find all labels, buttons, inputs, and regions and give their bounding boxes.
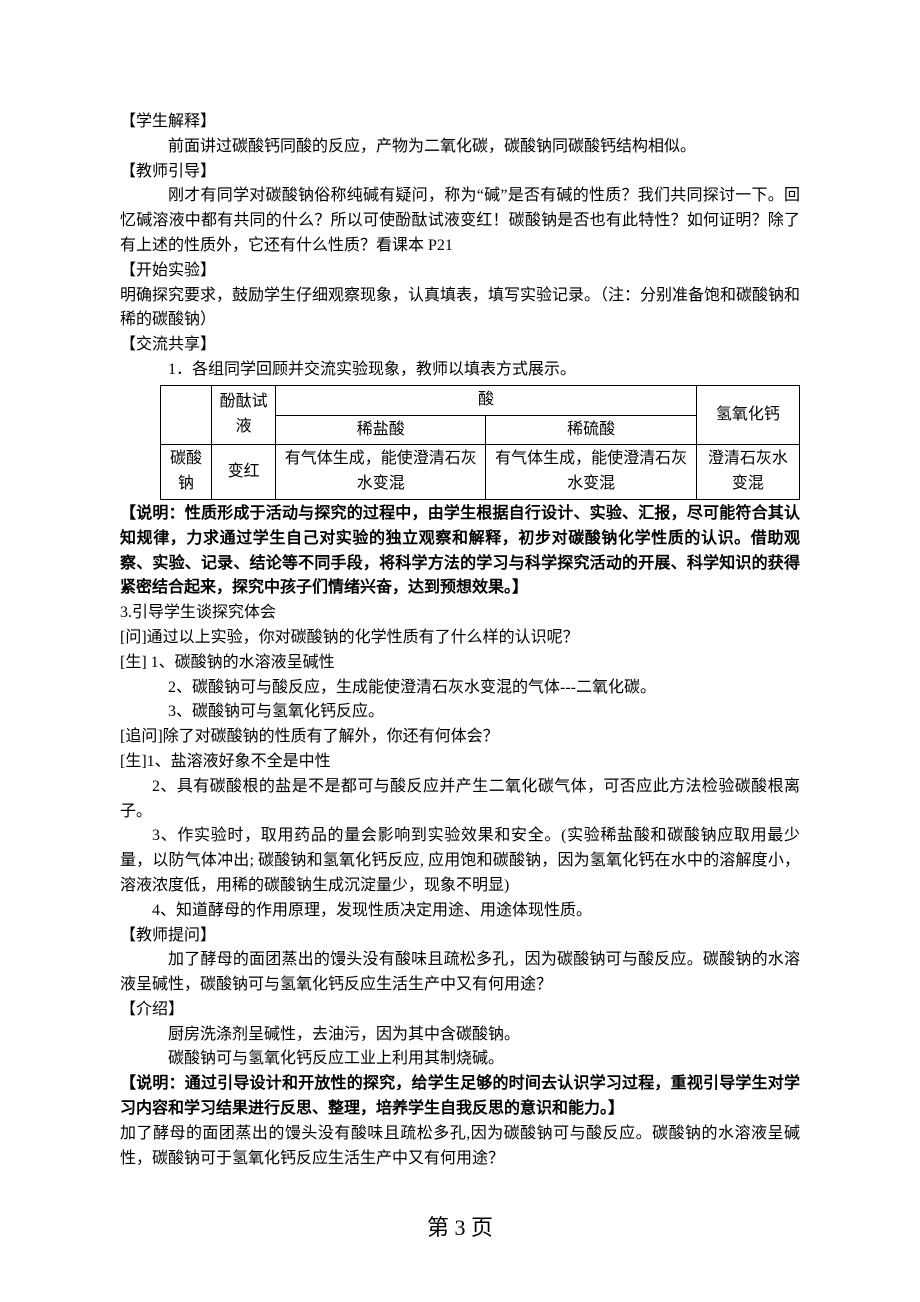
table-row: 酚酞试液 酸 氢氧化钙 bbox=[161, 385, 800, 415]
page-footer: 第 3 页 bbox=[120, 1211, 800, 1245]
question-1: [问]通过以上实验，你对碳酸钠的化学性质有了什么样的认识呢？ bbox=[120, 626, 800, 651]
intro-1: 厨房洗涤剂呈碱性，去油污，因为其中含碳酸钠。 bbox=[120, 1023, 800, 1048]
teacher-question-body: 加了酵母的面团蒸出的馒头没有酸味且疏松多孔，因为碳酸钠可与酸反应。碳酸钠的水溶液… bbox=[120, 948, 800, 998]
table-cell-blank bbox=[161, 385, 212, 445]
answer-2-4: 4、知道酵母的作用原理，发现性质决定用途、用途体现性质。 bbox=[120, 899, 800, 924]
table-cell-phenol: 变红 bbox=[212, 445, 276, 500]
teacher-guide-body: 刚才有同学对碳酸钠俗称纯碱有疑问，称为“碱”是否有碱的性质？我们共同探讨一下。回… bbox=[120, 184, 800, 258]
teacher-question-label: 【教师提问】 bbox=[120, 924, 800, 949]
intro-label: 【介绍】 bbox=[120, 998, 800, 1023]
note-2: 【说明：通过引导设计和开放性的探究，给学生足够的时间去认识学习过程，重视引导学生… bbox=[120, 1072, 800, 1122]
table-row-label: 碳酸钠 bbox=[161, 445, 212, 500]
table-header-acid: 酸 bbox=[276, 385, 697, 415]
answer-1-1: [生] 1、碳酸钠的水溶液呈碱性 bbox=[120, 651, 800, 676]
table-header-hcl: 稀盐酸 bbox=[276, 415, 486, 445]
table-cell-caoh: 澄清石灰水变混 bbox=[696, 445, 799, 500]
answer-2-2: 2、具有碳酸根的盐是不是都可与酸反应并产生二氧化碳气体，可否应此方法检验碳酸根离… bbox=[120, 775, 800, 825]
answer-1-2: 2、碳酸钠可与酸反应，生成能使澄清石灰水变混的气体---二氧化碳。 bbox=[120, 676, 800, 701]
table-cell-hcl: 有气体生成，能使澄清石灰水变混 bbox=[276, 445, 486, 500]
table-cell-h2so4: 有气体生成，能使澄清石灰水变混 bbox=[486, 445, 696, 500]
tail-paragraph: 加了酵母的面团蒸出的馒头没有酸味且疏松多孔,因为碳酸钠可与酸反应。碳酸钠的水溶液… bbox=[120, 1122, 800, 1172]
experiment-table: 酚酞试液 酸 氢氧化钙 稀盐酸 稀硫酸 碳酸钠 变红 有气体生成，能使澄清石灰水… bbox=[160, 385, 800, 500]
section-5: 3.引导学生谈探究体会 bbox=[120, 601, 800, 626]
table-header-phenol: 酚酞试液 bbox=[212, 385, 276, 445]
share-item: 1．各组同学回顾并交流实验现象，教师以填表方式展示。 bbox=[120, 358, 800, 383]
note-1: 【说明：性质形成于活动与探究的过程中，由学生根据自行设计、实验、汇报，尽可能符合… bbox=[120, 502, 800, 601]
answer-2-3: 3、作实验时，取用药品的量会影响到实验效果和安全。(实验稀盐酸和碳酸钠应取用最少… bbox=[120, 824, 800, 898]
share-label: 【交流共享】 bbox=[120, 333, 800, 358]
table-row: 碳酸钠 变红 有气体生成，能使澄清石灰水变混 有气体生成，能使澄清石灰水变混 澄… bbox=[161, 445, 800, 500]
teacher-guide-label: 【教师引导】 bbox=[120, 160, 800, 185]
table-header-h2so4: 稀硫酸 bbox=[486, 415, 696, 445]
intro-2: 碳酸钠可与氢氧化钙反应工业上利用其制烧碱。 bbox=[120, 1047, 800, 1072]
table-header-caoh: 氢氧化钙 bbox=[696, 385, 799, 445]
answer-2-1: [生]1、盐溶液好象不全是中性 bbox=[120, 750, 800, 775]
question-2: [追问]除了对碳酸钠的性质有了解外，你还有何体会？ bbox=[120, 725, 800, 750]
start-experiment-body: 明确探究要求，鼓励学生仔细观察现象，认真填表，填写实验记录。（注：分别准备饱和碳… bbox=[120, 284, 800, 334]
start-experiment-label: 【开始实验】 bbox=[120, 259, 800, 284]
student-explain-label: 【学生解释】 bbox=[120, 110, 800, 135]
answer-1-3: 3、碳酸钠可与氢氧化钙反应。 bbox=[120, 700, 800, 725]
student-explain-body: 前面讲过碳酸钙同酸的反应，产物为二氧化碳，碳酸钠同碳酸钙结构相似。 bbox=[120, 135, 800, 160]
page-content: 【学生解释】 前面讲过碳酸钙同酸的反应，产物为二氧化碳，碳酸钠同碳酸钙结构相似。… bbox=[0, 0, 920, 1286]
